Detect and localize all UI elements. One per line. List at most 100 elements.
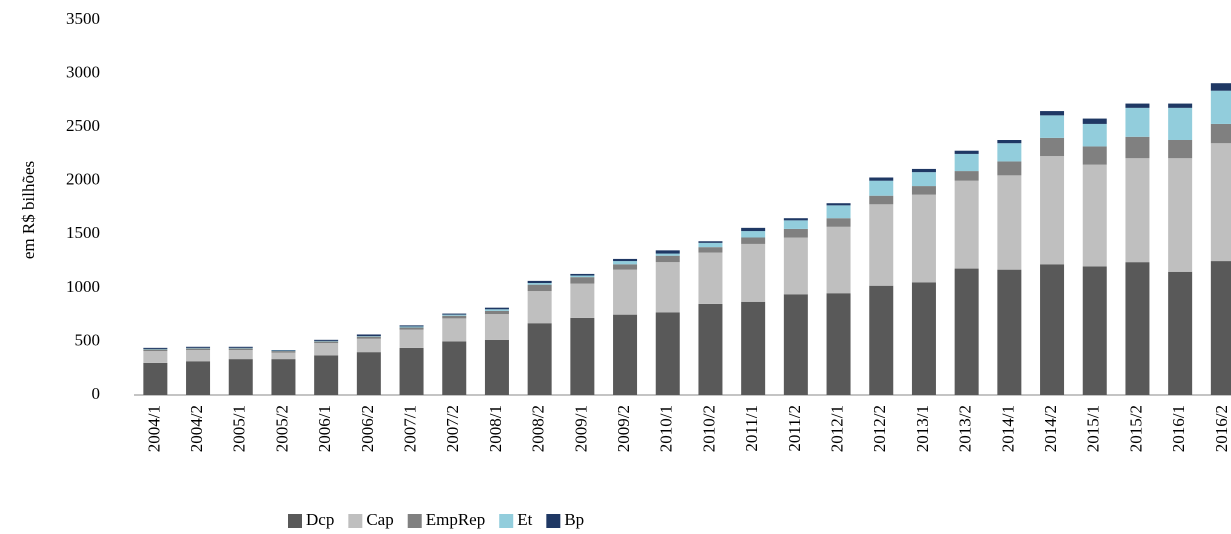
bar-segment (314, 339, 339, 341)
bar-segment (1210, 143, 1231, 262)
x-tick-label: 2015/2 (1126, 405, 1145, 452)
bar-segment (1125, 103, 1150, 108)
x-tick-label: 2014/1 (998, 405, 1017, 452)
bar-segment (954, 180, 979, 269)
bar-segment (143, 349, 168, 352)
bar-segment (271, 350, 296, 351)
bar-segment (356, 336, 381, 339)
bar-segment (1040, 156, 1065, 265)
bar-segment (186, 346, 211, 348)
legend-swatch (288, 514, 302, 528)
x-tick-label: 2013/2 (956, 405, 975, 452)
legend-swatch (546, 514, 561, 528)
bar-segment (399, 327, 424, 330)
bar-segment (954, 171, 979, 181)
bar-segment (869, 195, 894, 205)
bar-segment (613, 264, 638, 270)
bar-segment (1125, 107, 1150, 137)
x-tick-label: 2012/1 (827, 405, 846, 452)
bar-segment (869, 204, 894, 286)
bar-segment (655, 250, 680, 254)
bar-segment (1082, 123, 1107, 147)
bar-segment (186, 350, 211, 362)
bar-segment (527, 283, 552, 285)
x-tick-label: 2012/2 (870, 405, 889, 452)
bar-segment (484, 309, 509, 311)
bar-segment (997, 140, 1022, 144)
bar-segment (228, 346, 253, 348)
legend-swatch (407, 514, 422, 528)
bar-segment (314, 355, 339, 395)
bar-segment (698, 303, 723, 395)
x-tick-label: 2010/1 (657, 405, 676, 452)
y-tick-label: 500 (75, 330, 101, 349)
x-tick-label: 2005/1 (230, 405, 249, 452)
bar-segment (997, 143, 1022, 162)
bar-segment (783, 237, 808, 295)
bar-segment (399, 326, 424, 328)
x-tick-label: 2014/2 (1041, 405, 1060, 452)
bar-segment (1040, 111, 1065, 116)
bar-segment (484, 310, 509, 315)
x-tick-label: 2006/2 (358, 405, 377, 452)
x-tick-label: 2009/2 (614, 405, 633, 452)
bar-segment (1040, 115, 1065, 138)
bar-segment (527, 323, 552, 395)
bar-segment (1168, 158, 1193, 272)
bar-segment (228, 359, 253, 395)
bar-segment (1125, 158, 1150, 263)
bar-segment (570, 283, 595, 318)
bar-segment (356, 334, 381, 337)
bar-segment (442, 341, 467, 395)
bar-segment (570, 273, 595, 276)
bar-segment (911, 172, 936, 187)
bar-segment (186, 347, 211, 349)
bar-segment (186, 348, 211, 350)
bar-segment (1082, 164, 1107, 267)
legend-label: Cap (366, 510, 393, 529)
bar-segment (442, 314, 467, 316)
bar-segment (1040, 137, 1065, 157)
legend-label: Bp (564, 510, 584, 529)
bar-segment (442, 318, 467, 342)
bar-segment (143, 351, 168, 363)
y-tick-label: 2500 (66, 116, 100, 135)
bar-segment (143, 347, 168, 349)
bar-segment (613, 261, 638, 265)
bar-segment (997, 269, 1022, 395)
y-tick-label: 1500 (66, 223, 100, 242)
y-tick-label: 0 (92, 384, 101, 403)
bar-segment (1125, 262, 1150, 395)
bar-segment (1082, 266, 1107, 395)
bar-segment (954, 153, 979, 172)
x-tick-label: 2006/1 (315, 405, 334, 452)
bar-segment (954, 268, 979, 395)
bar-segment (527, 284, 552, 292)
x-tick-label: 2008/1 (486, 405, 505, 452)
bar-segment (228, 350, 253, 360)
bar-segment (954, 150, 979, 154)
bar-segment (869, 177, 894, 181)
bar-segment (613, 314, 638, 395)
bar-segment (442, 313, 467, 315)
bar-segment (314, 343, 339, 356)
x-tick-label: 2016/1 (1169, 405, 1188, 452)
bar-segment (570, 275, 595, 278)
legend-label: Dcp (306, 510, 334, 529)
bar-segment (1168, 140, 1193, 159)
bar-segment (783, 220, 808, 229)
bar-segment (356, 336, 381, 337)
bar-segment (1210, 90, 1231, 124)
bar-segment (271, 359, 296, 395)
bar-segment (698, 241, 723, 243)
x-tick-label: 2007/2 (443, 405, 462, 452)
bar-segment (655, 262, 680, 313)
bar-segment (783, 228, 808, 238)
bar-segment (911, 168, 936, 173)
legend-label: Et (517, 510, 532, 529)
y-tick-label: 3000 (66, 62, 100, 81)
x-tick-label: 2011/1 (742, 405, 761, 452)
bar-segment (869, 180, 894, 196)
bar-segment (399, 347, 424, 395)
bar-segment (783, 294, 808, 395)
